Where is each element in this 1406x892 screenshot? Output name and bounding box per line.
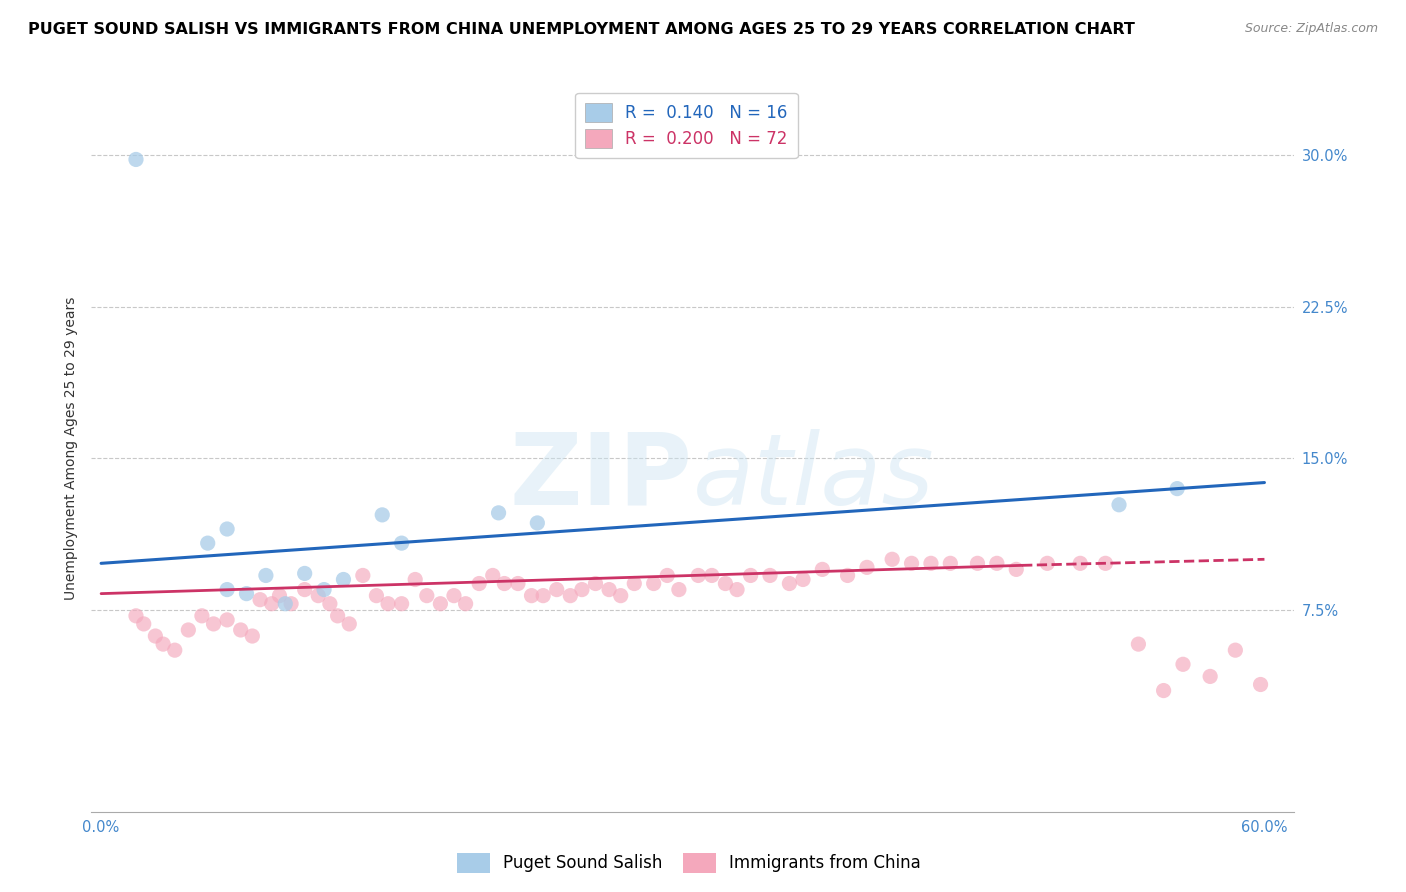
Point (260, 597, 283, 611)
Point (1094, 557, 1116, 571)
Point (337, 616, 360, 631)
Point (249, 592, 271, 607)
Point (145, 629, 167, 643)
Point (1250, 677, 1272, 691)
Point (657, 568, 679, 582)
Point (352, 568, 374, 582)
Point (163, 643, 186, 657)
Point (312, 582, 335, 597)
Point (778, 576, 800, 591)
Point (725, 582, 748, 597)
Point (454, 597, 477, 611)
Point (759, 568, 782, 582)
Point (526, 516, 548, 530)
Point (1225, 643, 1247, 657)
Point (217, 582, 239, 597)
Point (1166, 482, 1188, 496)
Point (520, 589, 543, 603)
Point (623, 576, 645, 591)
Point (319, 597, 342, 611)
Point (531, 589, 554, 603)
Point (856, 560, 879, 574)
Point (391, 536, 413, 550)
Point (494, 576, 516, 591)
Point (326, 608, 349, 623)
Point (443, 589, 465, 603)
Point (1128, 637, 1150, 651)
Point (254, 568, 277, 582)
Point (177, 623, 200, 637)
Point (481, 568, 503, 582)
Point (811, 562, 834, 576)
Point (643, 576, 665, 591)
Point (332, 573, 354, 587)
Point (366, 589, 388, 603)
Point (371, 508, 394, 522)
Point (152, 637, 174, 651)
Point (125, 608, 148, 623)
Point (416, 589, 439, 603)
Point (274, 597, 297, 611)
Point (1199, 669, 1222, 683)
Point (939, 557, 962, 571)
Point (609, 589, 631, 603)
Point (546, 582, 568, 597)
Legend: Puget Sound Salish, Immigrants from China: Puget Sound Salish, Immigrants from Chin… (450, 847, 928, 880)
Point (240, 629, 263, 643)
Point (217, 522, 239, 536)
Point (506, 576, 529, 591)
Point (280, 597, 302, 611)
Point (1108, 498, 1130, 512)
Point (229, 623, 252, 637)
Point (560, 589, 582, 603)
Point (1171, 657, 1194, 672)
Point (882, 552, 904, 566)
Point (217, 613, 239, 627)
Point (740, 568, 762, 582)
Point (125, 153, 148, 167)
Y-axis label: Unemployment Among Ages 25 to 29 years: Unemployment Among Ages 25 to 29 years (63, 296, 77, 600)
Point (377, 597, 399, 611)
Point (986, 557, 1008, 571)
Point (294, 566, 316, 581)
Point (391, 597, 413, 611)
Point (468, 576, 491, 591)
Point (197, 536, 219, 550)
Text: Source: ZipAtlas.com: Source: ZipAtlas.com (1244, 22, 1378, 36)
Point (269, 589, 291, 603)
Point (202, 616, 225, 631)
Point (571, 582, 593, 597)
Point (191, 608, 214, 623)
Point (307, 589, 329, 603)
Point (1153, 683, 1175, 698)
Point (429, 597, 451, 611)
Text: PUGET SOUND SALISH VS IMMIGRANTS FROM CHINA UNEMPLOYMENT AMONG AGES 25 TO 29 YEA: PUGET SOUND SALISH VS IMMIGRANTS FROM CH… (28, 22, 1135, 37)
Point (668, 582, 690, 597)
Point (714, 576, 737, 591)
Point (700, 568, 723, 582)
Point (1036, 557, 1059, 571)
Legend: R =  0.140   N = 16, R =  0.200   N = 72: R = 0.140 N = 16, R = 0.200 N = 72 (575, 93, 797, 158)
Point (900, 557, 922, 571)
Point (404, 573, 426, 587)
Point (294, 582, 316, 597)
Point (966, 557, 988, 571)
Point (792, 573, 814, 587)
Point (920, 557, 942, 571)
Point (488, 506, 510, 520)
Point (688, 568, 710, 582)
Point (235, 587, 257, 601)
Point (585, 576, 607, 591)
Point (132, 616, 155, 631)
Text: atlas: atlas (692, 429, 934, 525)
Text: ZIP: ZIP (509, 429, 692, 525)
Point (837, 568, 859, 582)
Point (1069, 557, 1091, 571)
Point (598, 582, 620, 597)
Point (1005, 562, 1028, 576)
